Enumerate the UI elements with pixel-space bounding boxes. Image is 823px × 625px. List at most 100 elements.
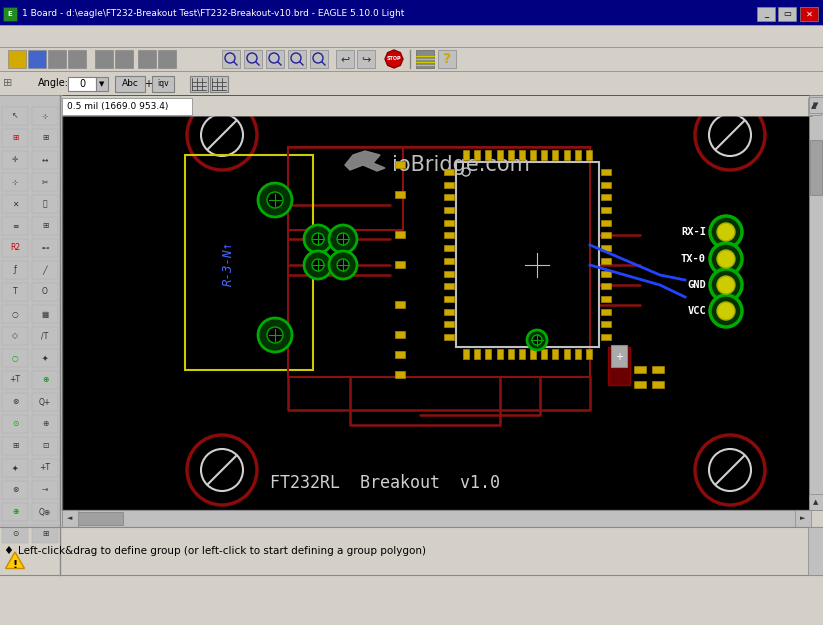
Bar	[62, 510, 78, 527]
Bar	[0, 95, 60, 575]
Bar	[2, 283, 28, 301]
Text: ✕: ✕	[806, 9, 812, 19]
Bar	[68, 512, 123, 525]
Bar	[32, 107, 58, 125]
Circle shape	[258, 318, 292, 352]
Bar	[438, 50, 456, 68]
Bar	[2, 129, 28, 147]
Text: Angle:: Angle:	[38, 78, 69, 88]
Bar	[586, 150, 592, 160]
Bar	[456, 162, 599, 347]
Text: ✕: ✕	[12, 199, 18, 209]
Bar	[32, 129, 58, 147]
Circle shape	[710, 295, 742, 327]
Bar	[444, 245, 454, 251]
Text: O: O	[42, 288, 48, 296]
Bar	[2, 151, 28, 169]
Bar	[395, 331, 405, 338]
Bar	[32, 217, 58, 235]
Bar	[564, 150, 570, 160]
Text: +T: +T	[40, 464, 50, 472]
Text: ≡: ≡	[12, 221, 18, 231]
Bar	[601, 321, 611, 328]
Circle shape	[258, 183, 292, 217]
Bar	[0, 527, 823, 575]
Text: Left-click&drag to define group (or left-click to start defining a group polygon: Left-click&drag to define group (or left…	[18, 546, 426, 556]
Text: ◄: ◄	[67, 515, 72, 521]
Bar	[395, 161, 405, 168]
Bar	[474, 150, 480, 160]
Bar	[310, 50, 328, 68]
Text: ⊕: ⊕	[12, 508, 18, 516]
Bar	[519, 150, 525, 160]
Bar	[395, 191, 405, 198]
Text: Tools: Tools	[142, 31, 168, 41]
Bar	[32, 349, 58, 367]
Bar	[2, 107, 28, 125]
Bar	[444, 296, 454, 302]
Circle shape	[527, 330, 547, 350]
Bar	[8, 50, 26, 68]
Bar	[0, 25, 823, 47]
Bar	[62, 510, 810, 527]
Text: ✦: ✦	[42, 354, 49, 362]
Bar	[810, 140, 822, 195]
Text: _: _	[764, 9, 768, 19]
Text: ⊙: ⊙	[12, 419, 18, 429]
Bar	[32, 327, 58, 345]
Bar	[115, 50, 133, 68]
Bar	[601, 207, 611, 213]
Bar	[444, 232, 454, 239]
Circle shape	[337, 259, 349, 271]
Text: ⊞: ⊞	[3, 78, 12, 88]
Bar	[601, 182, 611, 188]
Bar	[530, 150, 536, 160]
Text: /T: /T	[41, 331, 49, 341]
Circle shape	[267, 327, 283, 343]
Text: ♦: ♦	[3, 546, 13, 556]
Text: ✦: ✦	[12, 464, 18, 472]
Bar	[601, 283, 611, 289]
Bar	[444, 283, 454, 289]
Bar	[416, 50, 434, 68]
Bar	[32, 261, 58, 279]
Text: ✂: ✂	[42, 177, 49, 186]
Bar	[542, 349, 547, 359]
Bar	[778, 7, 796, 21]
Circle shape	[312, 233, 324, 245]
Text: ⊕: ⊕	[42, 376, 49, 384]
Circle shape	[710, 216, 742, 248]
Text: ▦: ▦	[41, 309, 49, 319]
Bar	[809, 494, 823, 510]
Text: ○: ○	[12, 354, 18, 362]
Bar	[809, 95, 823, 510]
Bar	[158, 50, 176, 68]
Text: ⊗: ⊗	[12, 398, 18, 406]
Circle shape	[304, 225, 332, 253]
Bar	[444, 321, 454, 328]
Bar	[95, 50, 113, 68]
Text: ⤢: ⤢	[43, 199, 47, 209]
Circle shape	[267, 192, 283, 208]
Bar	[68, 77, 96, 91]
Text: ↔: ↔	[42, 156, 49, 164]
Bar	[757, 7, 775, 21]
Bar	[444, 182, 454, 188]
Text: Help: Help	[330, 31, 354, 41]
Circle shape	[532, 335, 542, 345]
Text: ▭: ▭	[783, 9, 791, 19]
Polygon shape	[345, 151, 385, 171]
Bar	[395, 261, 405, 268]
Text: ⊗: ⊗	[12, 486, 18, 494]
Bar	[652, 381, 664, 388]
Bar	[32, 283, 58, 301]
Bar	[2, 393, 28, 411]
Text: ioBridge.com: ioBridge.com	[392, 155, 530, 175]
Bar	[601, 245, 611, 251]
Text: 0: 0	[79, 79, 85, 89]
Text: ƒ: ƒ	[14, 266, 16, 274]
Bar	[444, 334, 454, 340]
Bar	[2, 239, 28, 257]
Bar	[2, 261, 28, 279]
Text: STOP: STOP	[387, 56, 402, 61]
